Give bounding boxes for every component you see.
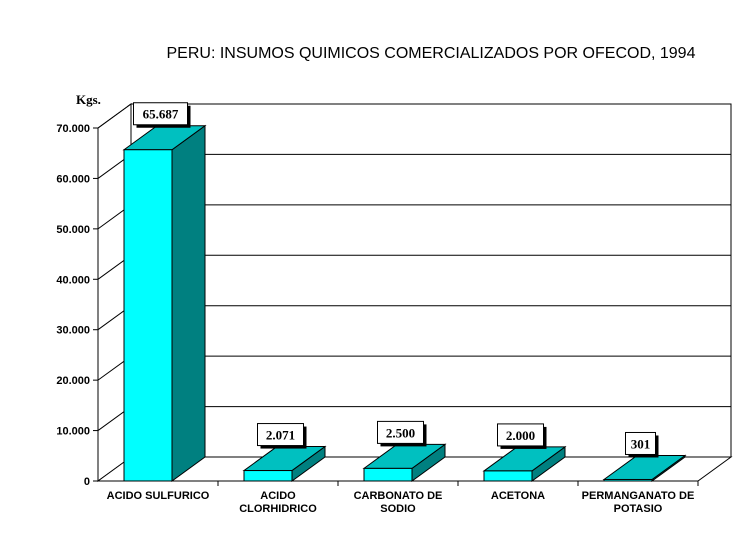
y-tick-label: 10.000	[56, 426, 90, 438]
y-tick-label: 70.000	[56, 123, 90, 135]
bar	[482, 445, 567, 482]
y-tick-label: 50.000	[56, 224, 90, 236]
data-label-text: 2.500	[386, 425, 415, 440]
y-tick-label: 20.000	[56, 375, 90, 387]
data-label-text: 2.000	[506, 428, 535, 443]
y-tick-label: 0	[84, 476, 90, 488]
bar	[122, 124, 207, 482]
data-label-text: 2.071	[266, 428, 295, 443]
x-tick-label: ACIDO SULFURICO	[107, 490, 210, 502]
bar	[362, 443, 447, 482]
bars	[122, 124, 687, 482]
y-tick-label: 60.000	[56, 173, 90, 185]
y-tick-label: 40.000	[56, 274, 90, 286]
gridline	[97, 103, 731, 129]
y-tick-label: 30.000	[56, 325, 90, 337]
bar-side	[171, 124, 206, 482]
data-label: 65.687	[133, 102, 191, 128]
data-labels: 65.687 2.071 2.500 2.000 301	[133, 102, 659, 458]
bar	[602, 454, 687, 482]
bar-front	[243, 470, 293, 482]
x-tick-label: PERMANGANATO DE POTASIO	[582, 490, 695, 515]
bar	[242, 445, 327, 482]
data-label-box	[377, 420, 424, 444]
data-label-box	[497, 423, 544, 447]
data-label-text: 301	[631, 436, 651, 451]
bar-front	[483, 470, 533, 482]
bar-front	[123, 149, 173, 482]
data-label: 2.000	[497, 423, 547, 449]
data-label: 301	[625, 431, 659, 458]
data-label: 2.071	[257, 423, 307, 449]
y-axis-label: Kgs.	[76, 92, 101, 107]
data-label-text: 65.687	[143, 107, 179, 122]
chart-title: PERU: INSUMOS QUIMICOS COMERCIALIZADOS P…	[167, 45, 696, 62]
data-label-box	[257, 423, 304, 447]
x-tick-label: ACIDO CLORHIDRICO	[239, 490, 317, 515]
bar-front	[603, 478, 653, 482]
data-label: 2.500	[377, 420, 427, 447]
y-tick-labels: 0 10.000 20.000 30.000 40.000 50.000 60.000 70.…	[56, 123, 90, 488]
data-label-box	[133, 102, 188, 126]
x-tick-labels: ACIDO SULFURICO ACIDO CLORHIDRICO CARBONATO…	[107, 490, 695, 515]
x-tick-label: ACETONA	[491, 490, 545, 502]
bar-front	[363, 467, 413, 482]
back-wall	[130, 103, 732, 458]
data-label-box	[625, 431, 656, 455]
x-tick-label: CARBONATO DE SODIO	[354, 490, 443, 515]
